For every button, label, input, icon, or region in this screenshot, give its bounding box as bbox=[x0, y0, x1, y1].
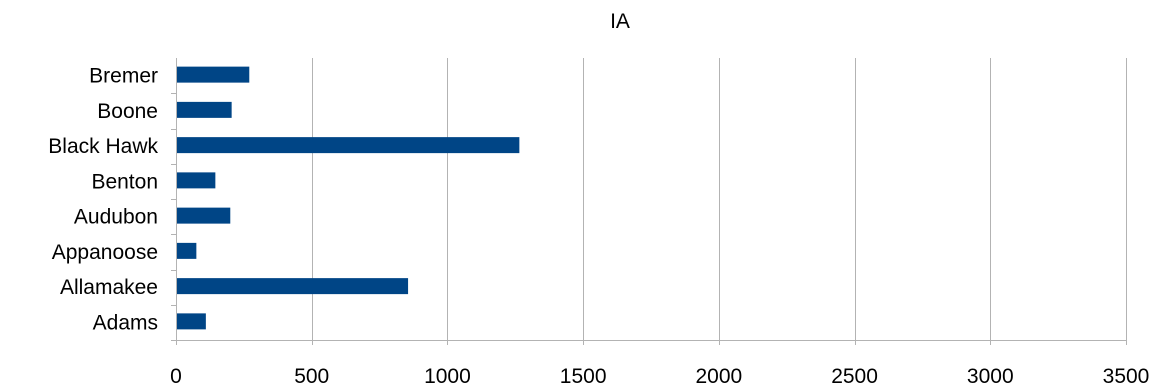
bar bbox=[176, 172, 216, 189]
y-tick-label: Audubon bbox=[74, 206, 158, 229]
x-tick-label: 3500 bbox=[1103, 365, 1150, 388]
y-tick-label: Bremer bbox=[89, 65, 158, 88]
bars bbox=[176, 66, 520, 330]
y-tick-label: Allamakee bbox=[60, 276, 158, 299]
bar bbox=[176, 137, 520, 154]
y-tick-label: Black Hawk bbox=[48, 135, 158, 158]
bar bbox=[176, 101, 232, 118]
x-tick-label: 2000 bbox=[695, 365, 742, 388]
bar bbox=[176, 207, 231, 224]
bar bbox=[176, 278, 409, 295]
axes bbox=[171, 58, 1126, 341]
x-tick-label: 500 bbox=[294, 365, 329, 388]
x-tick-label: 2500 bbox=[831, 365, 878, 388]
gridlines bbox=[176, 58, 1127, 345]
bar bbox=[176, 66, 250, 83]
x-tick-label: 3000 bbox=[967, 365, 1014, 388]
chart-title: IA bbox=[610, 10, 630, 33]
y-tick-label: Benton bbox=[91, 170, 158, 193]
x-tick-label: 1000 bbox=[424, 365, 471, 388]
y-tick-label: Boone bbox=[97, 100, 158, 123]
x-tick-labels: 0 500 1000 1500 2000 2500 3000 3500 bbox=[170, 365, 1149, 388]
y-tick-label: Appanoose bbox=[52, 241, 158, 264]
bar bbox=[176, 242, 197, 259]
y-tick-label: Adams bbox=[93, 311, 158, 334]
y-tick-labels: Adams Allamakee Appanoose Audubon Benton Blac… bbox=[48, 65, 158, 335]
bar bbox=[176, 313, 206, 330]
x-tick-label: 1500 bbox=[560, 365, 607, 388]
x-tick-label: 0 bbox=[170, 365, 182, 388]
